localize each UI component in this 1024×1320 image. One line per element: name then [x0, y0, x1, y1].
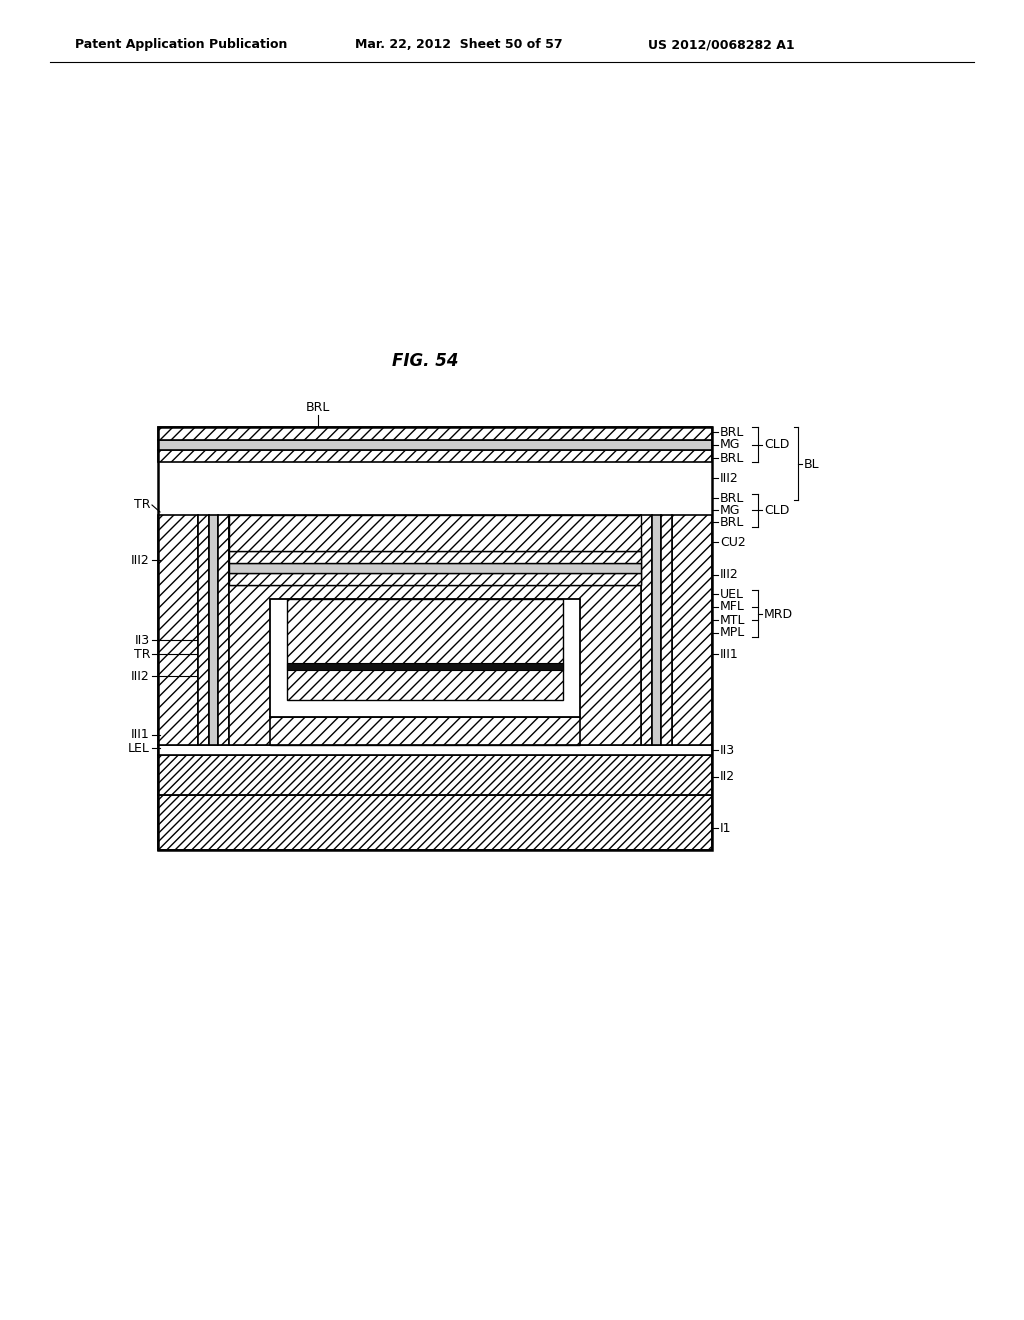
- Text: III2: III2: [720, 569, 738, 582]
- Text: TR: TR: [133, 499, 150, 511]
- Text: CLD: CLD: [764, 503, 790, 516]
- Text: MG: MG: [720, 503, 740, 516]
- Bar: [270, 599, 580, 717]
- Bar: [641, 515, 652, 744]
- Bar: [229, 564, 641, 573]
- Text: BRL: BRL: [720, 425, 744, 438]
- Bar: [229, 550, 641, 564]
- Bar: [158, 440, 712, 450]
- Text: Patent Application Publication: Patent Application Publication: [75, 38, 288, 51]
- Bar: [218, 515, 229, 744]
- Text: II3: II3: [135, 634, 150, 647]
- Text: III2: III2: [720, 471, 738, 484]
- Text: TR: TR: [133, 648, 150, 660]
- Bar: [287, 599, 563, 700]
- Text: I1: I1: [720, 821, 731, 834]
- Text: MG: MG: [720, 438, 740, 451]
- Bar: [662, 515, 672, 744]
- Text: MRD: MRD: [764, 607, 794, 620]
- Bar: [229, 515, 641, 744]
- Text: CLD: CLD: [764, 438, 790, 451]
- Text: BRL: BRL: [720, 516, 744, 528]
- Text: BRL: BRL: [720, 451, 744, 465]
- Text: MPL: MPL: [720, 627, 745, 639]
- Text: III2: III2: [131, 669, 150, 682]
- Text: MFL: MFL: [720, 601, 744, 614]
- Bar: [158, 755, 712, 795]
- Text: BRL: BRL: [720, 491, 744, 504]
- Bar: [198, 515, 209, 744]
- Text: LEL: LEL: [128, 742, 150, 755]
- Text: Mar. 22, 2012  Sheet 50 of 57: Mar. 22, 2012 Sheet 50 of 57: [355, 38, 562, 51]
- Text: II3: II3: [720, 743, 735, 756]
- Bar: [158, 744, 712, 755]
- Text: BL: BL: [804, 458, 819, 470]
- Text: US 2012/0068282 A1: US 2012/0068282 A1: [648, 38, 795, 51]
- Text: CU2: CU2: [720, 536, 745, 549]
- Bar: [158, 795, 712, 850]
- Bar: [229, 550, 641, 585]
- Text: III1: III1: [720, 648, 738, 660]
- Bar: [158, 450, 712, 462]
- Bar: [158, 426, 712, 850]
- Bar: [209, 515, 218, 744]
- Text: III1: III1: [131, 729, 150, 742]
- Bar: [652, 515, 662, 744]
- Text: BRL: BRL: [306, 401, 330, 414]
- Bar: [158, 515, 198, 744]
- Text: FIG. 54: FIG. 54: [392, 352, 459, 370]
- Text: MTL: MTL: [720, 614, 745, 627]
- Text: II2: II2: [720, 771, 735, 784]
- Bar: [270, 717, 580, 744]
- Text: III2: III2: [131, 553, 150, 566]
- Bar: [287, 663, 563, 671]
- Bar: [229, 515, 641, 550]
- Bar: [229, 573, 641, 585]
- Bar: [158, 426, 712, 440]
- Text: UEL: UEL: [720, 587, 744, 601]
- Bar: [672, 515, 712, 744]
